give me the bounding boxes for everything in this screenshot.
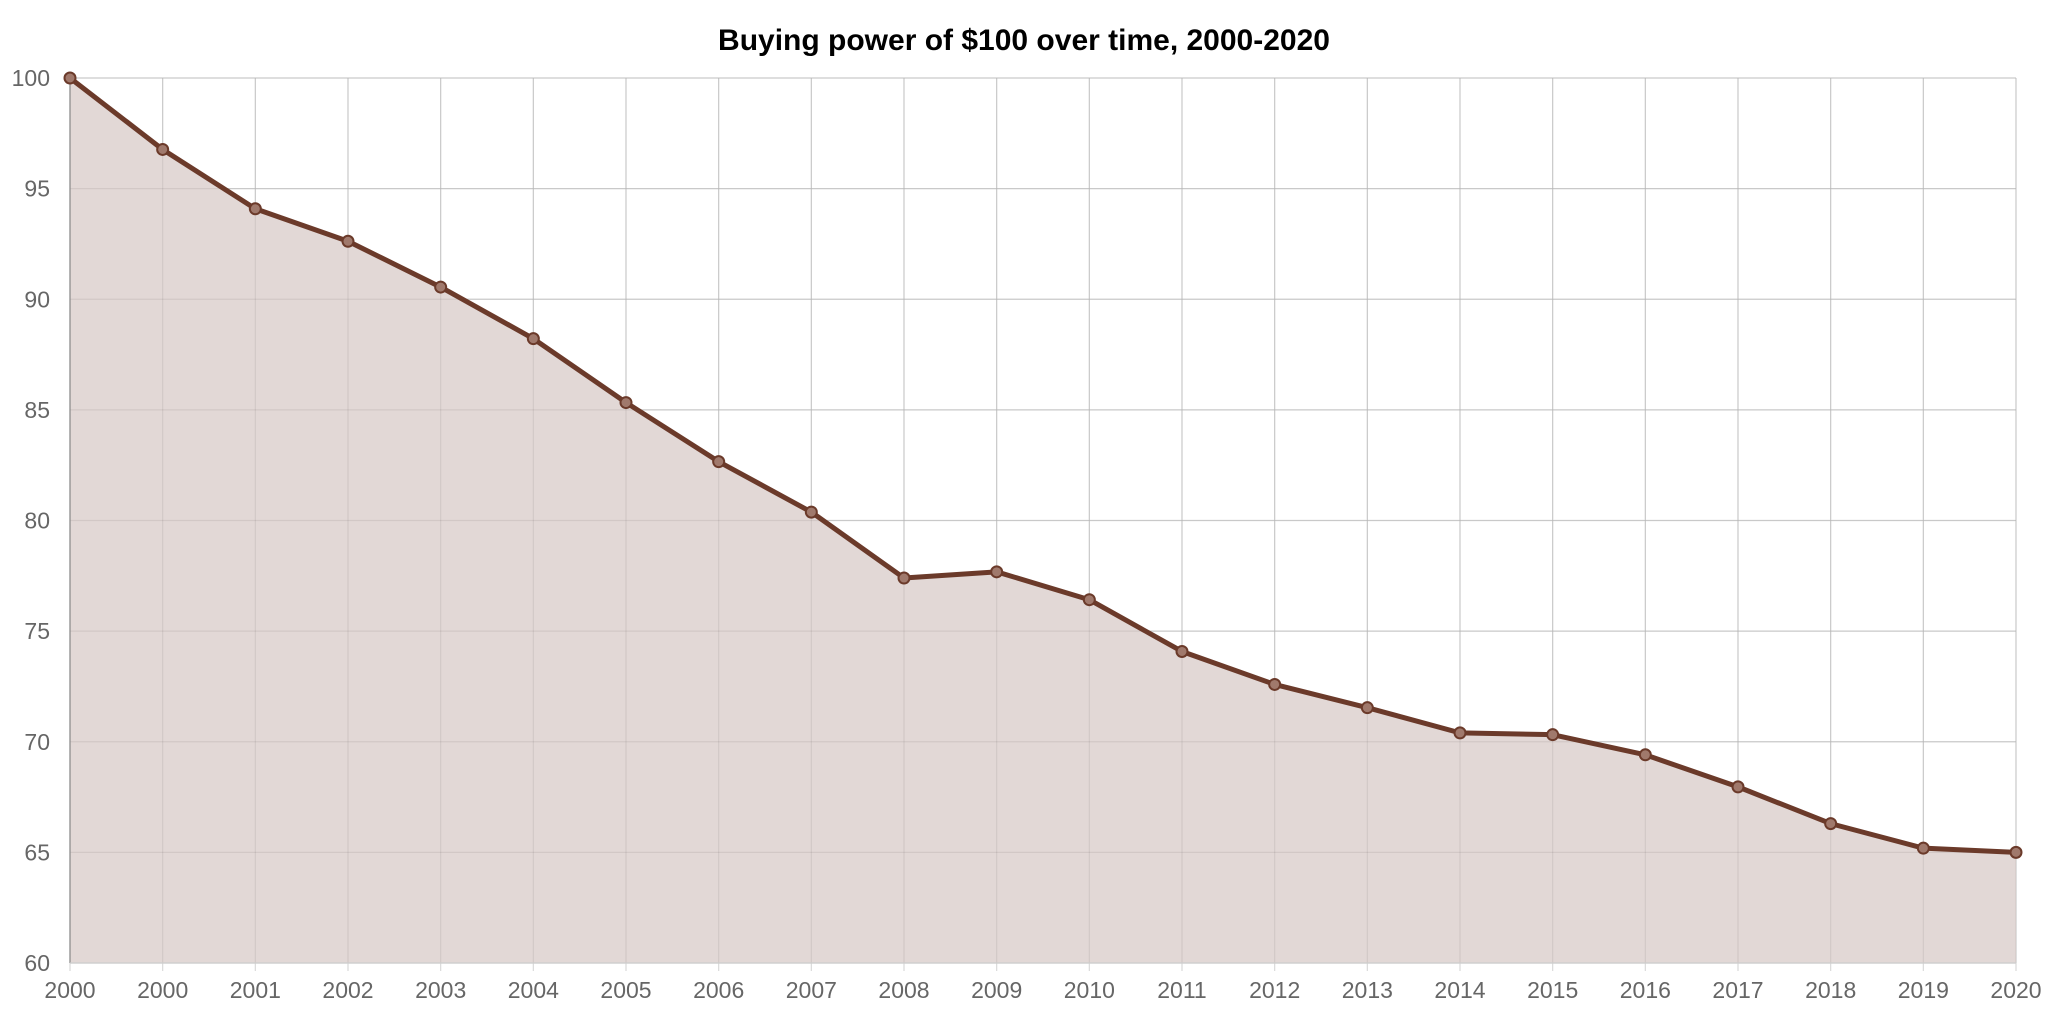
y-tick-label: 95 xyxy=(24,176,50,202)
y-tick-label: 60 xyxy=(24,950,50,976)
x-tick-label: 2007 xyxy=(786,977,837,1003)
data-point[interactable] xyxy=(1916,841,1930,855)
x-tick-label: 2002 xyxy=(322,977,373,1003)
data-point[interactable] xyxy=(1082,593,1096,607)
y-tick-label: 65 xyxy=(24,839,50,865)
y-tick-label: 85 xyxy=(24,397,50,423)
x-tick-label: 2012 xyxy=(1249,977,1300,1003)
x-tick-label: 2011 xyxy=(1157,977,1206,1003)
x-tick-label: 2009 xyxy=(971,977,1022,1003)
series-line-layer xyxy=(67,75,2019,855)
x-tick-label: 2003 xyxy=(415,977,466,1003)
data-point[interactable] xyxy=(526,332,540,346)
x-tick-label: 2001 xyxy=(230,977,281,1003)
data-point[interactable] xyxy=(63,71,77,85)
data-point[interactable] xyxy=(248,202,262,216)
y-tick-label: 80 xyxy=(24,508,50,534)
y-tick-label: 75 xyxy=(24,618,50,644)
series-line xyxy=(67,75,2019,855)
data-points xyxy=(63,71,2023,859)
data-point[interactable] xyxy=(712,455,726,469)
x-tick-label: 2005 xyxy=(600,977,651,1003)
x-tick-label: 2013 xyxy=(1342,977,1393,1003)
y-tick-label: 90 xyxy=(24,286,50,312)
x-tick-label: 2006 xyxy=(693,977,744,1003)
x-tick-label: 2017 xyxy=(1712,977,1763,1003)
data-point[interactable] xyxy=(1360,701,1374,715)
data-point[interactable] xyxy=(897,571,911,585)
area-layer xyxy=(69,77,2017,964)
area-fill xyxy=(70,78,2016,963)
data-point[interactable] xyxy=(990,565,1004,579)
y-tick-label: 100 xyxy=(12,65,50,91)
y-tick-label: 70 xyxy=(24,729,50,755)
x-tick-label: 2019 xyxy=(1898,977,1949,1003)
axes xyxy=(69,78,2016,964)
data-point[interactable] xyxy=(1453,726,1467,740)
data-point[interactable] xyxy=(619,396,633,410)
data-point[interactable] xyxy=(341,234,355,248)
x-tick-label: 2000 xyxy=(44,977,95,1003)
data-point[interactable] xyxy=(1546,728,1560,742)
data-point[interactable] xyxy=(1731,780,1745,794)
data-point[interactable] xyxy=(2009,845,2023,859)
x-tick-label: 2014 xyxy=(1434,977,1485,1003)
y-axis-ticks: 60 65 70 75 80 85 90 95 100 xyxy=(12,65,50,976)
data-point[interactable] xyxy=(434,280,448,294)
x-tick-label: 2008 xyxy=(878,977,929,1003)
x-tick-label: 2016 xyxy=(1620,977,1671,1003)
data-point[interactable] xyxy=(804,505,818,519)
data-point[interactable] xyxy=(1824,817,1838,831)
x-tick-label: 2004 xyxy=(508,977,559,1003)
x-tick-label: 2020 xyxy=(1990,977,2041,1003)
chart-title: Buying power of $100 over time, 2000-202… xyxy=(718,24,1330,57)
data-point[interactable] xyxy=(156,142,170,156)
x-axis-ticks: 2000 2000 2001 2002 2003 2004 2005 2006 2007 2008… xyxy=(44,977,2041,1003)
x-tick-label: 2015 xyxy=(1527,977,1578,1003)
x-tick-label: 2018 xyxy=(1805,977,1856,1003)
x-tick-label: 2010 xyxy=(1064,977,1115,1003)
data-point[interactable] xyxy=(1175,644,1189,658)
x-tick-label: 2000 xyxy=(137,977,188,1003)
data-point[interactable] xyxy=(1268,677,1282,691)
data-point[interactable] xyxy=(1638,748,1652,762)
